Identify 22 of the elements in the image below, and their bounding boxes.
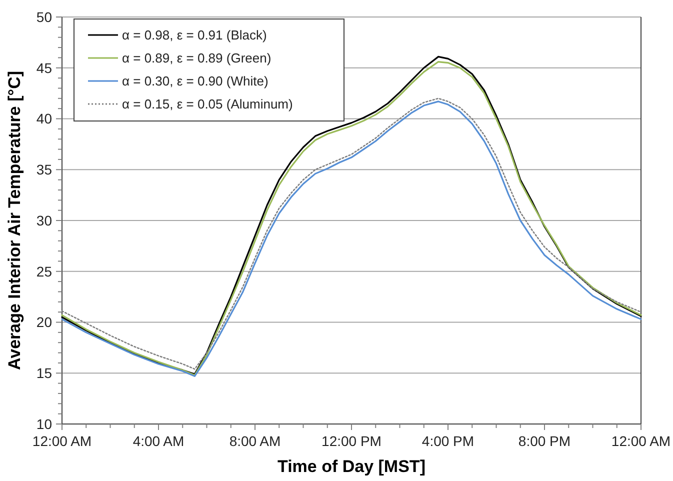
y-tick-label: 15 xyxy=(36,365,52,382)
x-tick-label: 4:00 AM xyxy=(132,433,184,449)
x-tick-label: 4:00 PM xyxy=(422,433,474,449)
y-tick-label: 30 xyxy=(36,212,52,228)
legend-label: α = 0.30, ε = 0.90 (White) xyxy=(122,74,268,89)
y-tick-label: 25 xyxy=(36,263,52,280)
y-axis-title: Average Interior Air Temperature [°C] xyxy=(5,70,24,370)
x-tick-label: 12:00 AM xyxy=(32,433,92,449)
x-tick-label: 8:00 PM xyxy=(518,433,571,449)
legend-label: α = 0.98, ε = 0.91 (Black) xyxy=(122,28,267,43)
x-tick-label: 12:00 PM xyxy=(322,433,382,449)
legend-label: α = 0.89, ε = 0.89 (Green) xyxy=(122,50,272,66)
x-tick-label: 8:00 AM xyxy=(229,433,281,449)
x-axis-title: Time of Day [MST] xyxy=(278,457,426,476)
y-tick-label: 20 xyxy=(36,314,52,330)
y-tick-label: 50 xyxy=(36,8,52,25)
y-tick-label: 35 xyxy=(36,162,52,178)
y-tick-label: 45 xyxy=(36,60,52,76)
y-tick-label: 10 xyxy=(36,416,52,432)
y-tick-label: 40 xyxy=(36,110,52,127)
x-tick-label: 12:00 AM xyxy=(611,433,671,449)
legend-label: α = 0.15, ε = 0.05 (Aluminum) xyxy=(122,96,293,112)
